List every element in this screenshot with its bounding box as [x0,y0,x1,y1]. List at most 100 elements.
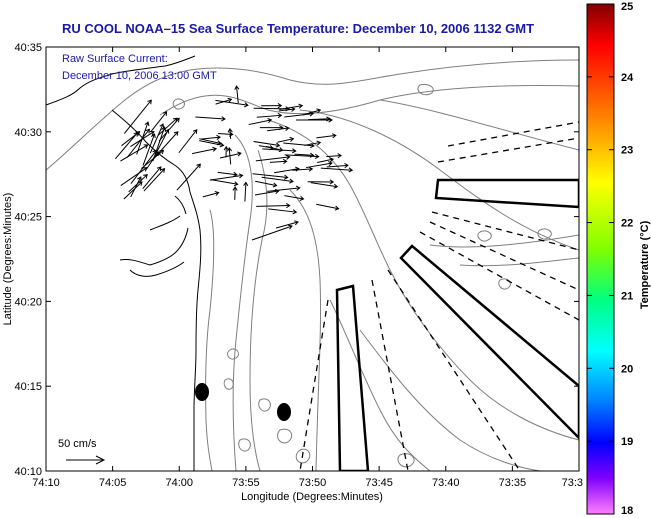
current-vector-head [143,144,149,149]
y-tick-labels: 40:35 40:30 40:25 40:20 40:15 40:10 [14,42,42,478]
current-vector [248,119,272,126]
current-vector-head [172,117,178,123]
current-vector-head [289,136,295,142]
current-vector-head [287,224,293,230]
current-vector-head [243,181,249,187]
current-vector [120,144,148,162]
current-vector-head [147,99,152,105]
dashed-radial-lines [299,121,579,471]
current-vector [317,158,334,164]
current-vector-head [267,117,273,124]
current-vector-head [333,183,339,189]
small-contour-loops [172,83,552,468]
y-tick-label: 40:15 [14,381,42,393]
current-vector [244,182,247,202]
current-vector [267,127,289,132]
current-vector-head [294,220,299,226]
current-vector [123,181,143,200]
colorbar-title: Temperature (°C) [639,220,651,309]
x-tick-label: 73:45 [365,477,393,489]
y-axis-label: Latitude (Degrees:Minutes) [2,193,14,326]
surface-current-vectors [114,85,354,241]
current-vector [143,168,165,192]
current-vector-head [196,163,201,169]
y-tick-label: 40:25 [14,212,42,224]
current-vector [261,176,294,182]
current-vector [215,99,248,106]
current-vector-head [328,161,333,167]
current-vector [253,140,280,147]
current-vector-head [232,186,238,191]
current-vector-head [159,123,165,129]
current-vector [199,138,221,144]
current-vector [123,99,152,134]
current-vector-head [150,133,156,139]
current-vector [316,134,336,139]
current-vector-head [283,174,289,180]
current-vector [316,203,339,210]
marker-blob [277,403,291,421]
current-vector-head [227,97,233,103]
current-vector [310,182,338,188]
y-tick-label: 40:20 [14,296,42,308]
current-vector [200,136,221,140]
y-tick-label: 40:10 [14,466,42,478]
current-vector-head [233,181,239,187]
current-vector [256,205,290,207]
scale-arrow [66,455,106,465]
current-vector [262,148,296,152]
current-vector [130,176,142,198]
x-tick-label: 74:05 [99,477,127,489]
current-vector [210,179,238,185]
current-vector [254,190,279,196]
current-vector-head [143,174,148,179]
current-vector-head [144,121,150,127]
current-vector-head [234,85,240,90]
current-vector [152,126,166,162]
current-vector [209,174,243,181]
current-vector-head [216,134,221,140]
current-vector [252,173,288,179]
colorbar-tick-label: 20 [621,363,633,375]
current-vector [120,167,148,186]
current-vector [255,156,290,162]
current-vector-head [160,168,166,173]
current-vector [228,147,232,165]
current-vector-head [272,182,278,188]
current-vector-head [133,131,139,137]
current-vector [294,153,314,156]
current-vector-head [295,166,300,172]
colorbar [586,3,615,515]
current-vector-head [161,126,167,132]
current-vector [158,118,180,142]
y-tick-label: 40:30 [14,127,42,139]
x-tick-label: 74:10 [32,477,60,489]
current-vector-head [299,195,305,201]
current-vector [191,148,217,155]
colorbar-tick-label: 18 [621,505,633,517]
x-tick-label: 73:35 [499,477,527,489]
current-vector [149,123,164,154]
current-vector-head [329,179,335,185]
current-vector-head [291,148,297,154]
exclusion-zones [335,178,579,471]
current-vector [277,138,294,143]
current-vector [256,114,282,118]
current-vector-head [274,188,280,194]
current-vector [308,118,330,121]
current-vector-head [145,128,150,134]
current-label-line1: Raw Surface Current: [62,53,168,65]
current-vector [255,180,277,187]
current-vector-head [277,103,283,109]
current-vector [130,150,157,184]
current-vector-head [284,125,290,131]
current-vector-head [223,145,229,151]
scale-label: 50 cm/s [58,438,97,450]
current-vector [304,141,321,146]
current-vector [320,167,353,171]
current-vector [278,108,295,112]
x-tick-label: 73:55 [232,477,260,489]
current-vector-head [334,205,340,211]
current-vector-head [331,133,337,139]
